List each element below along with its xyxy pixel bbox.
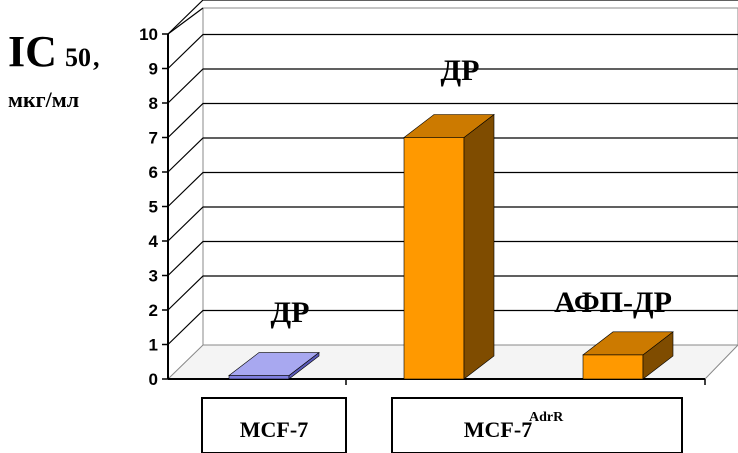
gridline [167,68,738,104]
bar-front [403,137,465,380]
gridline [167,171,738,207]
gridline [167,33,738,69]
gridline [167,275,738,311]
y-tick-label: 2 [149,301,158,320]
bar-data-label: АФП-ДР [554,286,672,319]
x-group-table: MCF-7 MCF-7 AdrR [201,397,683,453]
y-tick-label: 4 [149,232,159,251]
bar [582,331,674,380]
y-tick-label: 5 [149,198,158,217]
y-tick-label: 10 [139,25,158,44]
group-label-mcf7-adrr: MCF-7 [464,417,532,442]
group-cell-mcf7-adrr [391,397,683,453]
y-tick-label: 6 [149,163,158,182]
bar-front [582,354,644,380]
bar-data-label: ДР [441,54,480,87]
y-tick-label: 9 [149,60,158,79]
gridline [167,206,738,242]
y-axis-title: IC 50 , мкг/мл [8,27,100,112]
y-axis-title-main: IC [8,27,57,76]
y-axis-ticks: 0 1 2 3 4 5 6 7 8 9 10 [139,25,168,389]
bar-top [582,331,674,356]
gridline [167,0,738,35]
gridlines [167,0,738,345]
y-axis-unit: мкг/мл [8,87,79,112]
y-axis-top-edge [167,7,204,35]
y-tick-label: 0 [149,370,158,389]
gridline [167,240,738,276]
y-axis-title-comma: , [93,43,100,72]
gridline [167,102,738,138]
group-label-mcf7: MCF-7 [240,417,308,442]
bar-top [403,114,495,138]
bars [228,113,674,380]
bar-top [228,352,320,376]
y-axis-title-subscript: 50 [65,43,91,72]
bar-side [463,113,495,380]
bar [228,351,320,380]
y-tick-label: 1 [149,336,158,355]
bar [403,113,495,380]
gridline [167,309,738,345]
y-tick-label: 7 [149,129,158,148]
group-label-superscript: AdrR [529,410,564,425]
gridline [167,137,738,173]
y-tick-label: 3 [149,267,158,286]
bar-front [228,375,290,380]
bar-data-label: ДР [271,296,310,329]
bar-labels: ДР ДР АФП-ДР [271,54,672,329]
group-cell-mcf7 [201,397,347,453]
y-tick-label: 8 [149,94,158,113]
